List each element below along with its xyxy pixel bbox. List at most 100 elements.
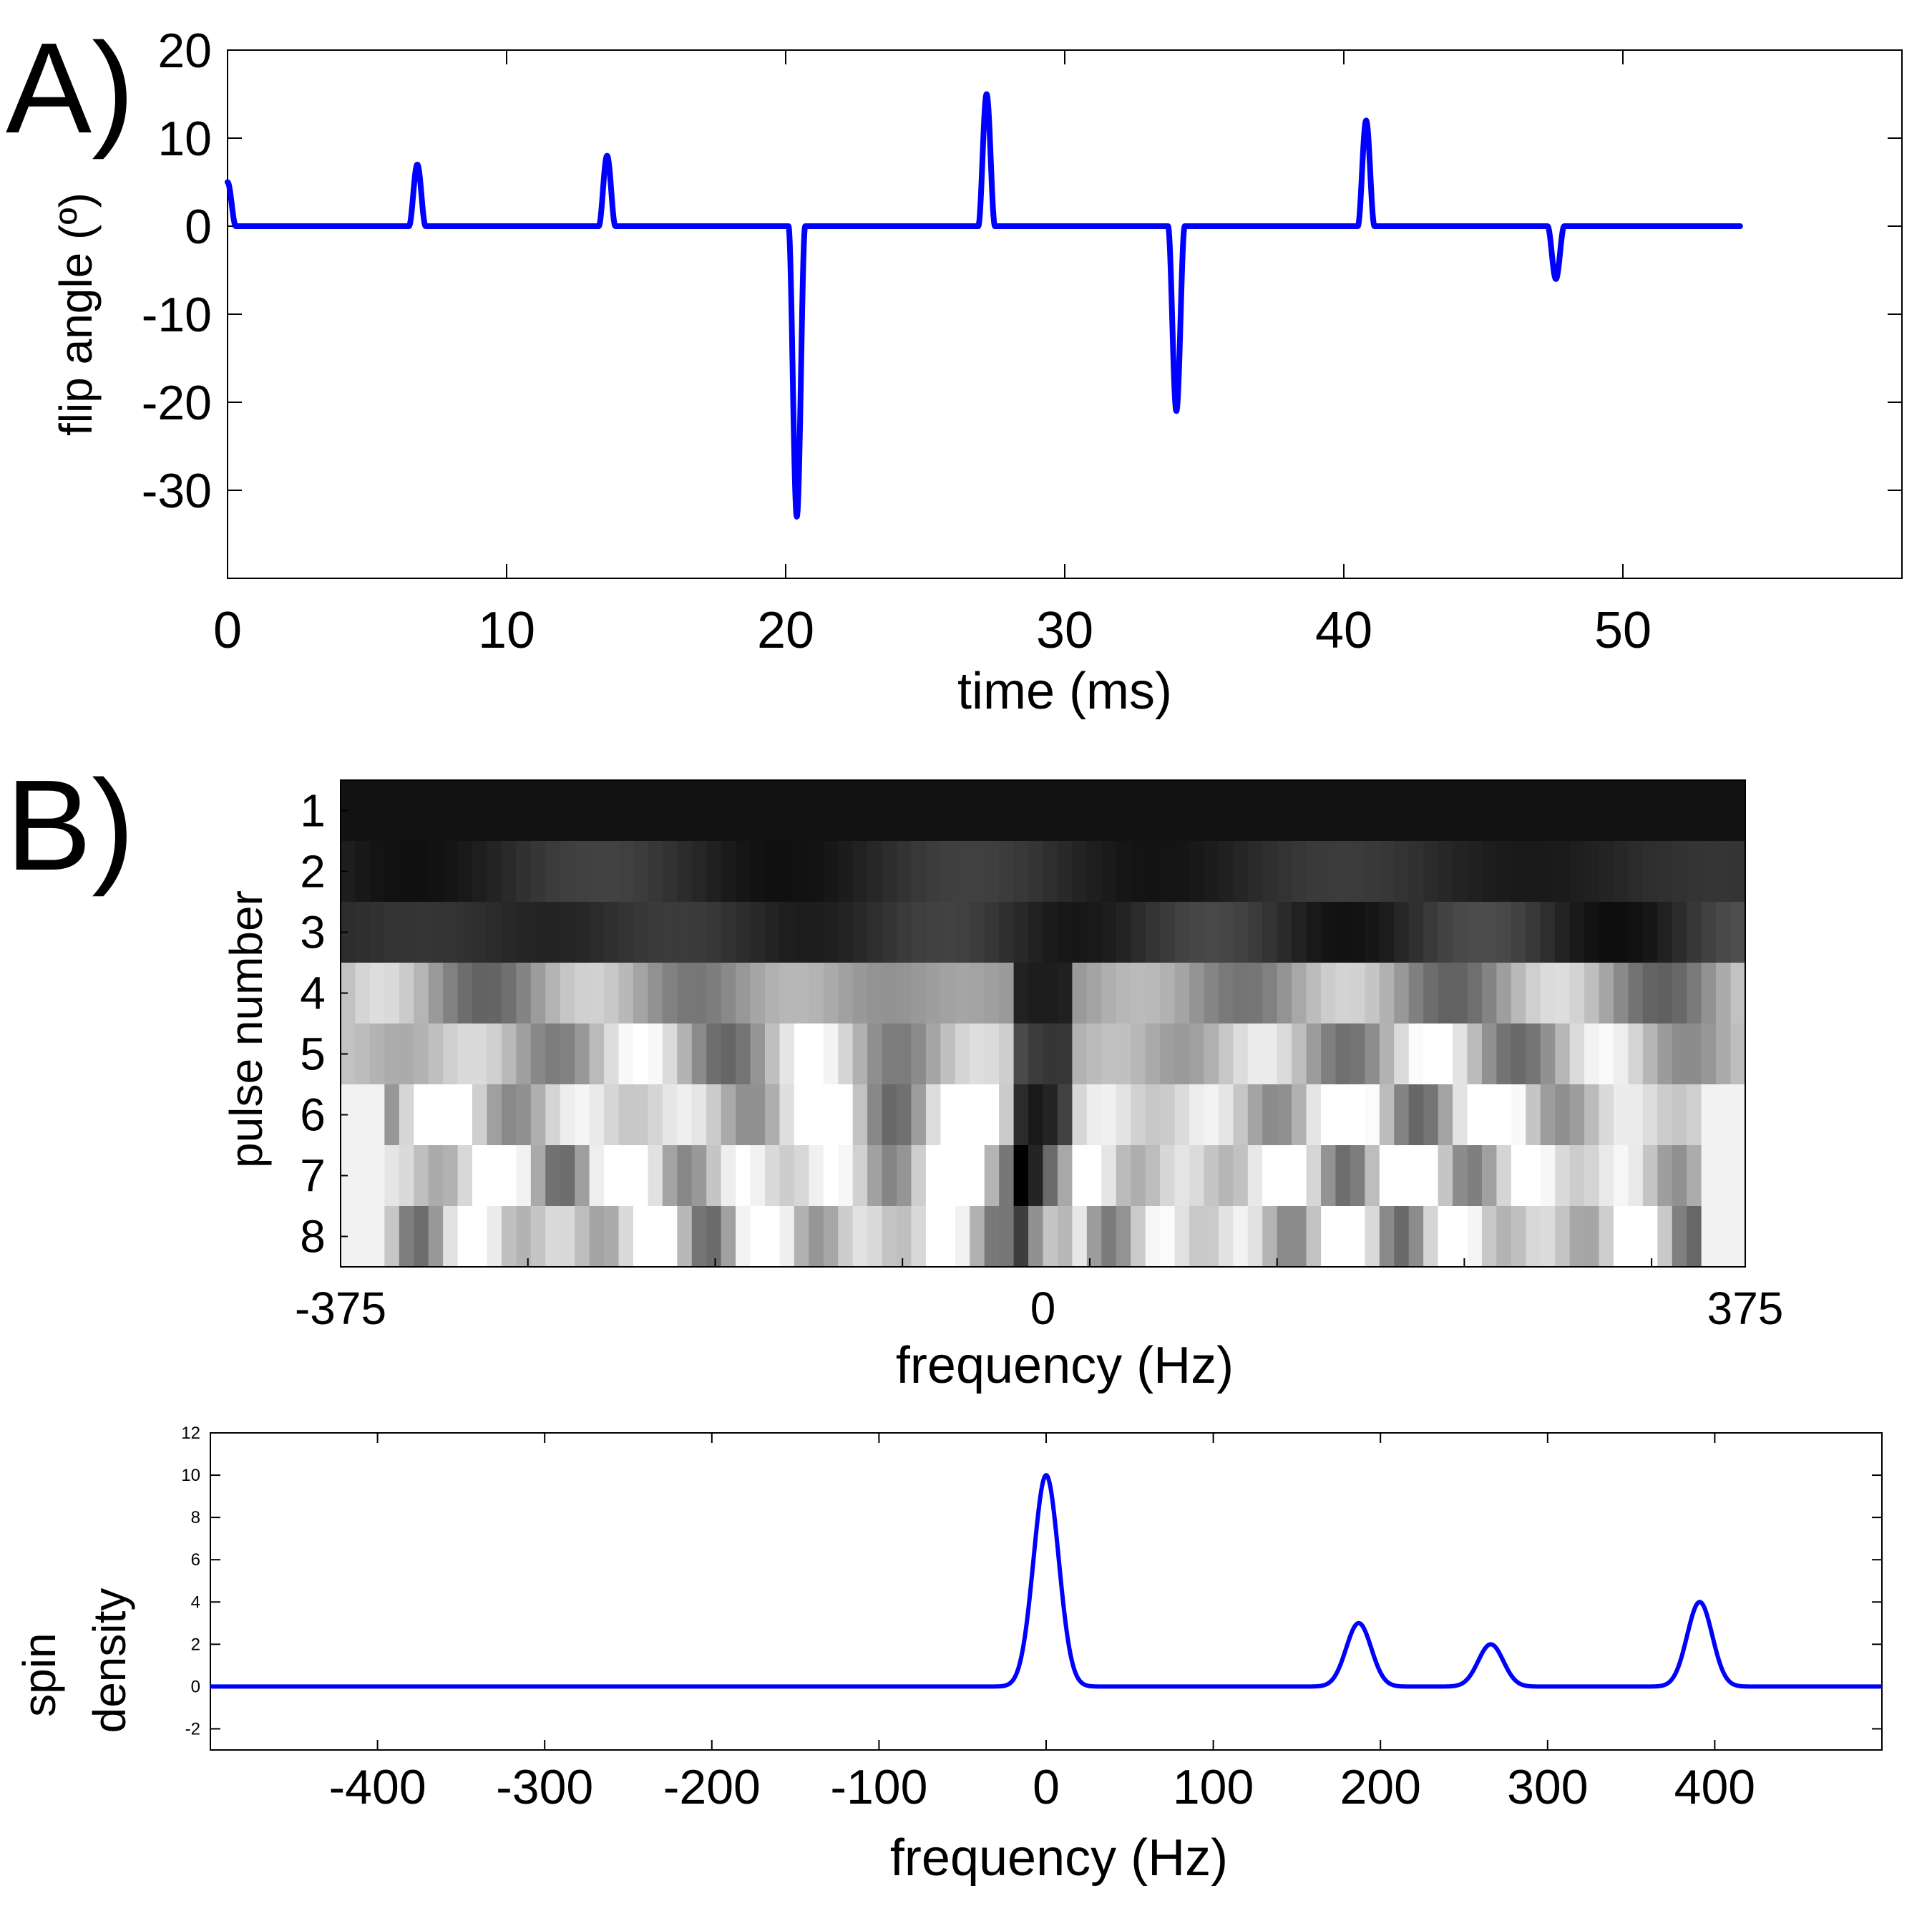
heatmap-cell [589,780,605,842]
heatmap-cell [1131,1084,1146,1146]
heatmap-cell [1247,1084,1264,1146]
heatmap-cell [355,1023,371,1085]
panel-c-y-label-line-2: density [84,1588,135,1733]
heatmap-cell [1526,1206,1541,1268]
heatmap-cell [1350,902,1366,963]
heatmap-cell [1481,1145,1498,1207]
heatmap-cell [1292,841,1307,903]
heatmap-cell [970,963,985,1024]
heatmap-cell [545,841,561,903]
heatmap-cell [1174,1206,1190,1268]
heatmap-cell [472,1084,488,1146]
heatmap-cell [1043,1084,1058,1146]
heatmap-cell [1481,1206,1498,1268]
heatmap-cell [1540,963,1556,1024]
heatmap-cell [779,1084,795,1146]
heatmap-cell [428,1206,444,1268]
heatmap-cell [882,902,897,963]
heatmap-cell [1116,902,1131,963]
heatmap-cell [999,1023,1015,1085]
heatmap-cell [897,1206,912,1268]
heatmap-cell [545,1023,561,1085]
heatmap-cell [1072,1084,1088,1146]
heatmap-cell [1028,780,1044,842]
heatmap-cell [1218,1023,1234,1085]
heatmap-cell [1174,780,1190,842]
heatmap-cell [1365,780,1380,842]
heatmap-cell [1116,1145,1131,1207]
heatmap-cell [955,1145,971,1207]
heatmap-cell [530,1023,547,1085]
heatmap-cell [1350,1084,1366,1146]
heatmap-cell [984,1084,1000,1146]
heatmap-cell [1467,1206,1483,1268]
heatmap-cell [1657,841,1673,903]
heatmap-cell [897,1023,912,1085]
panel-c-y-tick-label: 12 [181,1424,200,1443]
heatmap-cell [764,1206,781,1268]
heatmap-cell [1408,902,1424,963]
heatmap-cell [1613,1023,1629,1085]
heatmap-cell [1233,780,1249,842]
heatmap-cell [1423,1084,1439,1146]
heatmap-cell [1453,1206,1468,1268]
heatmap-cell [1730,1084,1746,1146]
heatmap-cell [809,1145,824,1207]
heatmap-cell [1057,1145,1073,1207]
heatmap-cell [764,1023,781,1085]
heatmap-cell [1306,1023,1322,1085]
heatmap-cell [750,1084,766,1146]
heatmap-cell [618,1023,634,1085]
heatmap-cell [1394,1145,1410,1207]
panel-a-x-tick-label: 10 [478,602,535,659]
heatmap-cell [1642,1023,1659,1085]
heatmap-cell [604,841,620,903]
heatmap-cell [1028,902,1044,963]
heatmap-cell [341,1145,356,1207]
heatmap-cell [1072,963,1088,1024]
heatmap-cell [940,1084,956,1146]
heatmap-cell [399,1023,415,1085]
heatmap-cell [1555,1206,1571,1268]
panel-a-y-tick-label: 0 [185,200,212,254]
heatmap-cell [1131,841,1146,903]
heatmap-cell [867,1145,883,1207]
heatmap-cell [794,780,810,842]
heatmap-cell [925,1206,942,1268]
heatmap-cell [1072,902,1088,963]
heatmap-cell [925,841,942,903]
heatmap-cell [925,1145,942,1207]
heatmap-cell [428,963,444,1024]
heatmap-cell [648,1084,663,1146]
panel-c-y-tick-label: 8 [191,1508,200,1527]
heatmap-cell [838,1145,854,1207]
heatmap-cell [1496,902,1512,963]
heatmap-cell [1101,780,1117,842]
heatmap-cell [1072,780,1088,842]
heatmap-cell [545,1084,561,1146]
heatmap-cell [1453,963,1468,1024]
heatmap-cell [369,780,386,842]
heatmap-cell [1306,902,1322,963]
panel-b-label: B) [6,754,135,898]
heatmap-cell [1701,1084,1717,1146]
heatmap-cell [1086,1023,1103,1085]
heatmap-cell [633,963,649,1024]
panel-a-flip-angle-line [225,91,1743,520]
heatmap-cell [1701,963,1717,1024]
heatmap-cell [764,1084,781,1146]
heatmap-cell [1481,1023,1498,1085]
heatmap-cell [1628,963,1644,1024]
heatmap-cell [648,902,663,963]
heatmap-cell [414,902,429,963]
heatmap-cell [867,902,883,963]
heatmap-cell [369,841,386,903]
heatmap-cell [1160,1145,1176,1207]
heatmap-cell [1628,1084,1644,1146]
heatmap-cell [1628,780,1644,842]
heatmap-cell [750,1023,766,1085]
heatmap-cell [911,902,927,963]
heatmap-cell [925,963,942,1024]
heatmap-cell [369,963,386,1024]
heatmap-cell [1218,902,1234,963]
